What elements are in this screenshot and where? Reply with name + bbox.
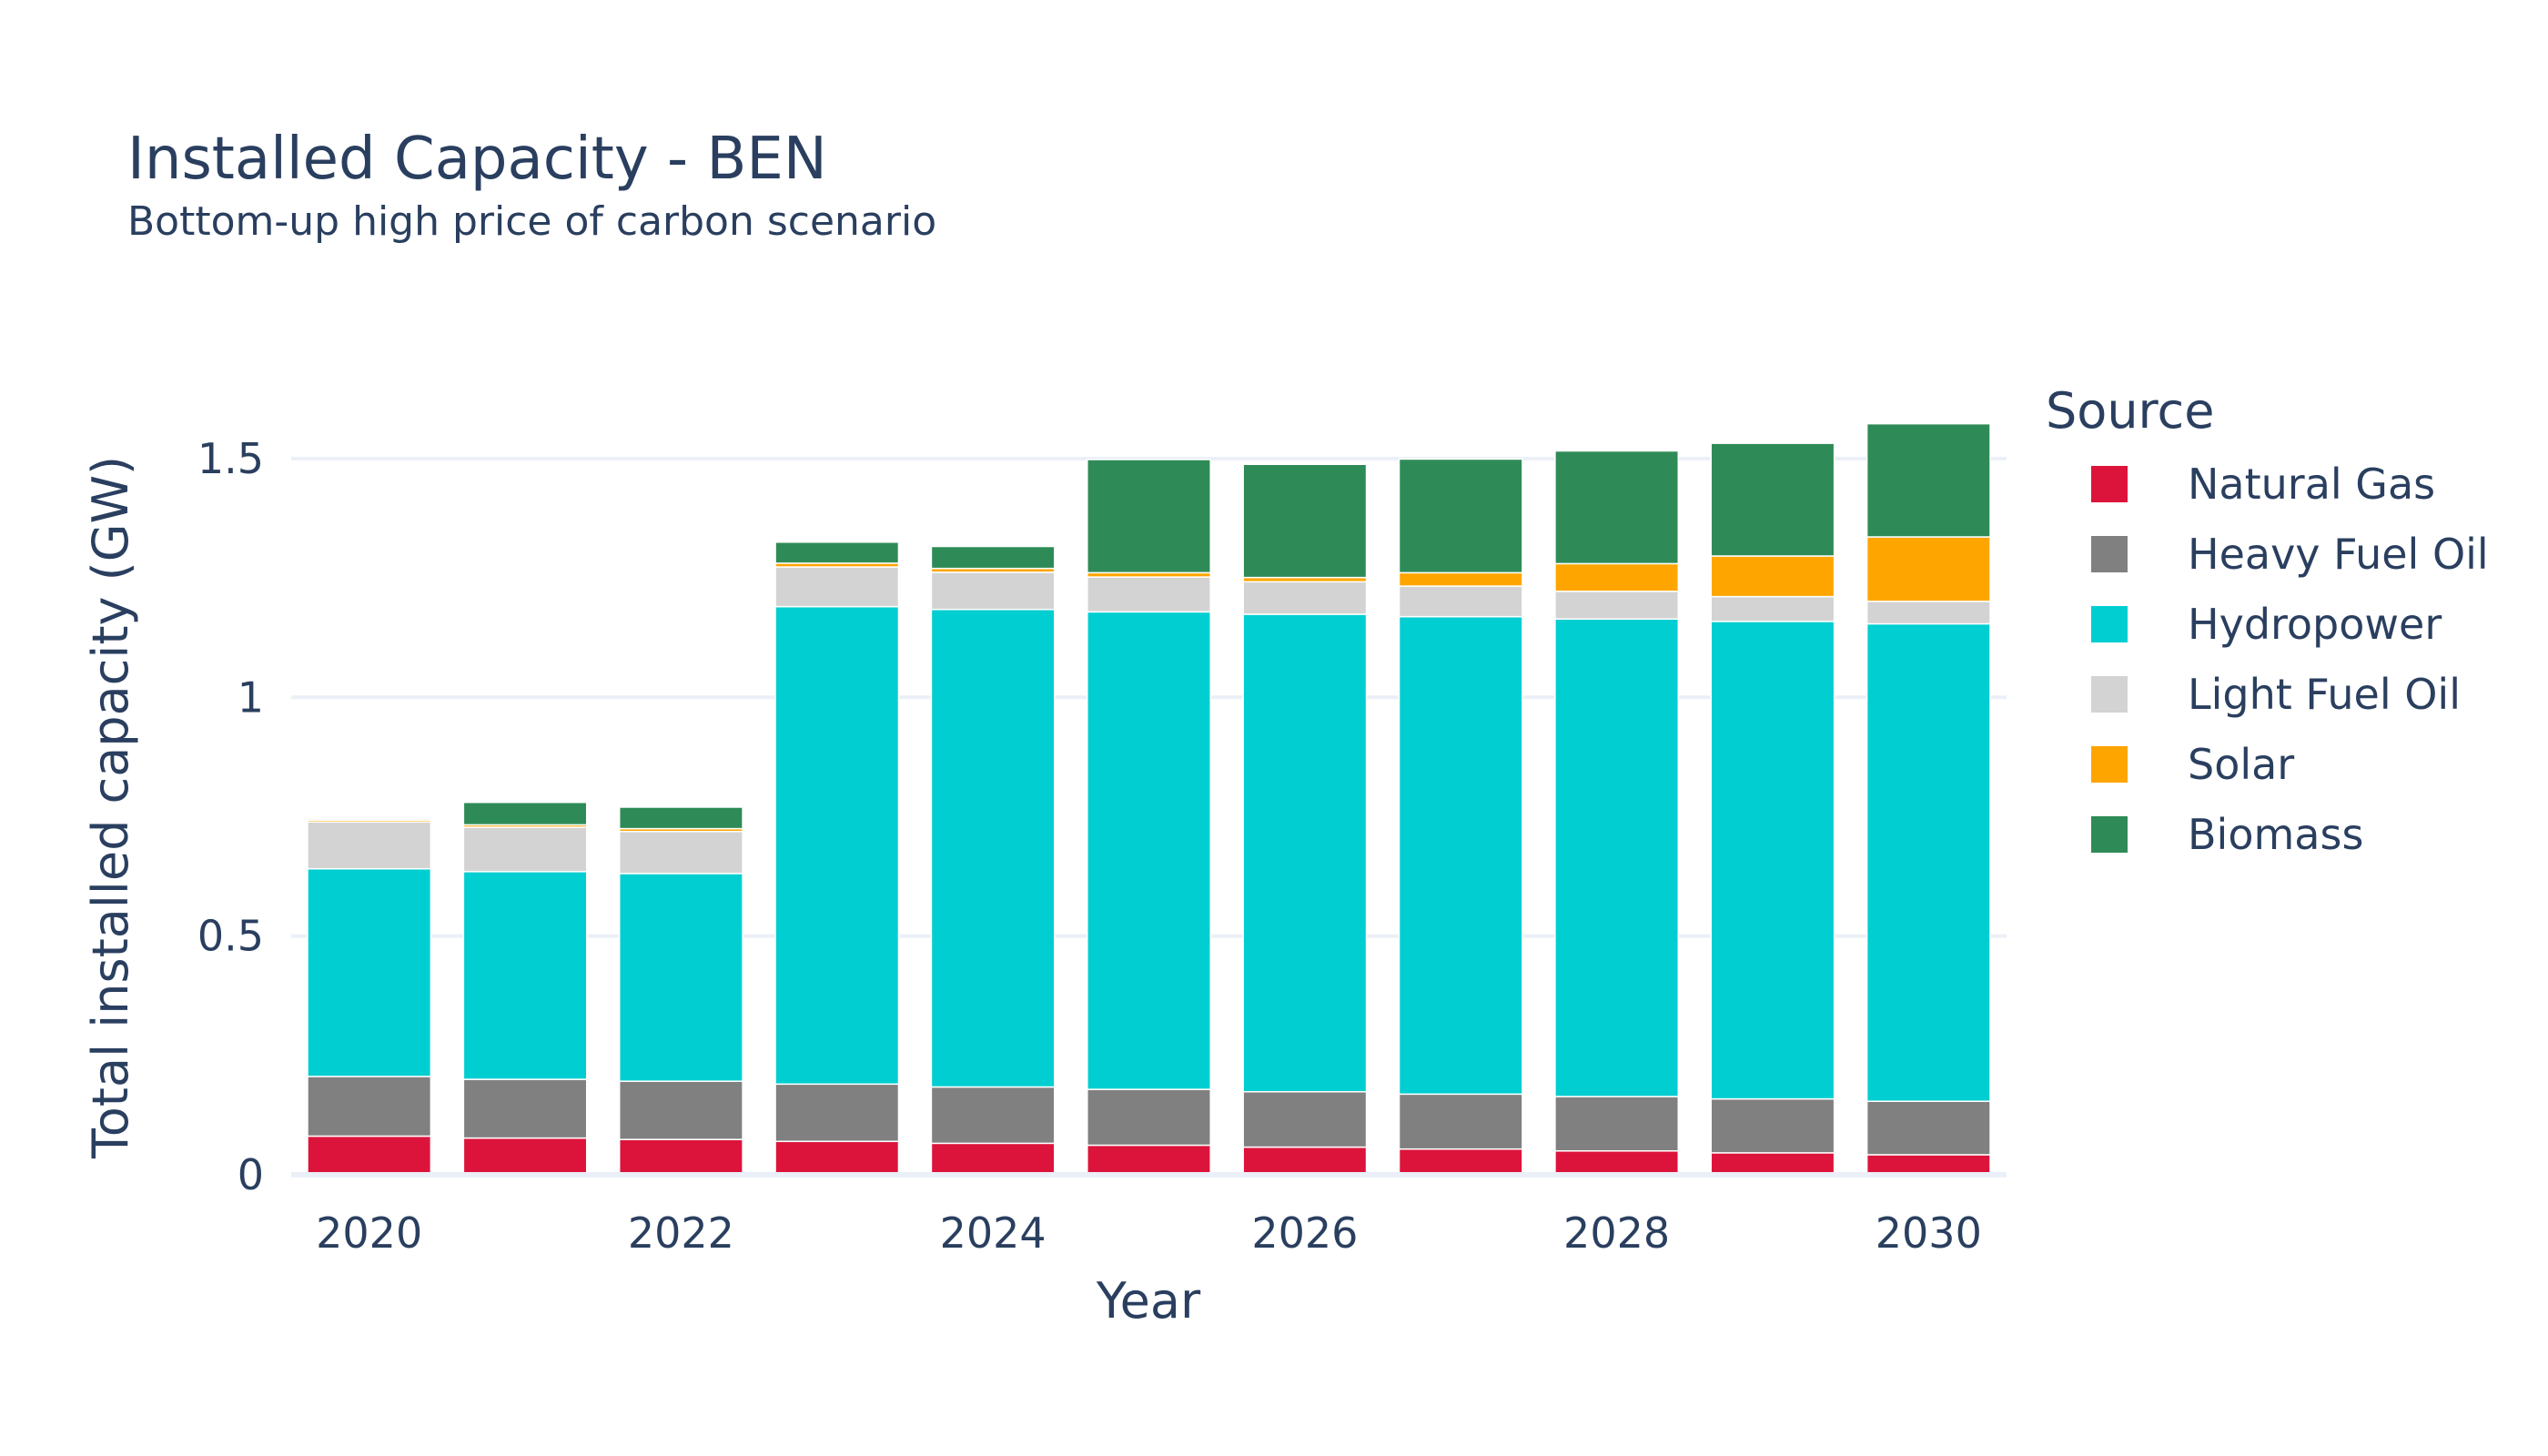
legend-item-natural-gas[interactable]: Natural Gas bbox=[2091, 449, 2489, 519]
bar-segment-light-fuel-oil[interactable] bbox=[1087, 576, 1211, 613]
legend-label: Light Fuel Oil bbox=[2188, 669, 2461, 719]
x-tick-label: 2030 bbox=[1876, 1208, 1982, 1258]
legend-item-biomass[interactable]: Biomass bbox=[2091, 799, 2489, 869]
legend-label: Heavy Fuel Oil bbox=[2188, 529, 2489, 579]
bar-segment-natural-gas[interactable] bbox=[307, 1135, 432, 1176]
x-tick-label: 2022 bbox=[628, 1208, 734, 1258]
bar-segment-natural-gas[interactable] bbox=[1398, 1148, 1523, 1176]
bar-segment-biomass[interactable] bbox=[618, 806, 743, 830]
bar-segment-heavy-fuel-oil[interactable] bbox=[930, 1086, 1056, 1145]
bar-segment-solar[interactable] bbox=[1866, 536, 1991, 602]
chart-title: Installed Capacity - BEN bbox=[127, 126, 827, 193]
bar-segment-light-fuel-oil[interactable] bbox=[930, 571, 1056, 611]
bar-segment-light-fuel-oil[interactable] bbox=[307, 821, 432, 870]
y-axis-title: Total installed capacity (GW) bbox=[82, 456, 139, 1159]
y-tick-label: 0 bbox=[238, 1150, 264, 1199]
bar-segment-hydropower[interactable] bbox=[930, 609, 1056, 1088]
bar-segment-heavy-fuel-oil[interactable] bbox=[1087, 1088, 1211, 1147]
bar-segment-natural-gas[interactable] bbox=[1242, 1146, 1368, 1176]
x-axis-title: Year bbox=[1096, 1272, 1201, 1330]
x-tick-label: 2028 bbox=[1563, 1208, 1670, 1258]
bars bbox=[307, 422, 1991, 1176]
bar-segment-hydropower[interactable] bbox=[1242, 613, 1368, 1093]
bar-segment-biomass[interactable] bbox=[462, 801, 588, 826]
bar-segment-hydropower[interactable] bbox=[307, 867, 432, 1077]
bar-segment-light-fuel-oil[interactable] bbox=[774, 566, 900, 608]
bar-segment-hydropower[interactable] bbox=[618, 873, 743, 1082]
bar-segment-biomass[interactable] bbox=[307, 817, 432, 821]
legend-swatch bbox=[2091, 815, 2128, 853]
x-tick-label: 2024 bbox=[940, 1208, 1046, 1258]
legend-swatch bbox=[2091, 745, 2128, 783]
legend-swatch bbox=[2091, 605, 2128, 642]
legend-label: Hydropower bbox=[2188, 599, 2442, 649]
bar-segment-biomass[interactable] bbox=[1398, 458, 1523, 574]
bar-segment-biomass[interactable] bbox=[930, 545, 1056, 570]
bar-segment-natural-gas[interactable] bbox=[1866, 1154, 1991, 1176]
bar-segment-light-fuel-oil[interactable] bbox=[1242, 581, 1368, 615]
bar-segment-light-fuel-oil[interactable] bbox=[618, 830, 743, 875]
bar-segment-light-fuel-oil[interactable] bbox=[1554, 591, 1680, 621]
legend-swatch bbox=[2091, 465, 2128, 502]
legend-swatch bbox=[2091, 535, 2128, 572]
bar-segment-biomass[interactable] bbox=[1710, 442, 1835, 557]
legend-title: Source bbox=[2046, 382, 2215, 440]
bar-segment-hydropower[interactable] bbox=[774, 605, 900, 1086]
chart-subtitle: Bottom-up high price of carbon scenario bbox=[127, 198, 937, 245]
x-tick-label: 2026 bbox=[1251, 1208, 1358, 1258]
bar-segment-hydropower[interactable] bbox=[1866, 622, 1991, 1102]
bar-segment-heavy-fuel-oil[interactable] bbox=[1242, 1090, 1368, 1148]
bar-segment-natural-gas[interactable] bbox=[462, 1137, 588, 1176]
bar-segment-hydropower[interactable] bbox=[1554, 618, 1680, 1097]
bar-segment-natural-gas[interactable] bbox=[930, 1142, 1056, 1176]
bar-segment-biomass[interactable] bbox=[774, 541, 900, 564]
bar-segment-natural-gas[interactable] bbox=[618, 1138, 743, 1176]
bar-segment-biomass[interactable] bbox=[1866, 422, 1991, 538]
bar-segment-heavy-fuel-oil[interactable] bbox=[307, 1076, 432, 1138]
legend-item-light-fuel-oil[interactable]: Light Fuel Oil bbox=[2091, 659, 2489, 729]
x-tick-label: 2020 bbox=[316, 1208, 422, 1258]
bar-segment-biomass[interactable] bbox=[1554, 450, 1680, 565]
bar-segment-heavy-fuel-oil[interactable] bbox=[1554, 1096, 1680, 1152]
bar-segment-solar[interactable] bbox=[1398, 571, 1523, 587]
legend-item-hydropower[interactable]: Hydropower bbox=[2091, 589, 2489, 659]
bar-segment-light-fuel-oil[interactable] bbox=[462, 826, 588, 873]
bar-segment-natural-gas[interactable] bbox=[1554, 1150, 1680, 1176]
legend-item-solar[interactable]: Solar bbox=[2091, 729, 2489, 799]
bar-segment-natural-gas[interactable] bbox=[1087, 1144, 1211, 1176]
bar-segment-heavy-fuel-oil[interactable] bbox=[618, 1080, 743, 1140]
axes: 0 0.5 1 1.5 2020 2022 2024 2026 2028 2030 bbox=[197, 434, 2007, 1258]
bar-segment-heavy-fuel-oil[interactable] bbox=[1866, 1100, 1991, 1156]
bar-segment-natural-gas[interactable] bbox=[1710, 1152, 1835, 1176]
bar-segment-light-fuel-oil[interactable] bbox=[1710, 595, 1835, 622]
bar-segment-natural-gas[interactable] bbox=[774, 1140, 900, 1176]
bar-segment-heavy-fuel-oil[interactable] bbox=[1398, 1093, 1523, 1150]
bar-segment-solar[interactable] bbox=[1710, 555, 1835, 598]
bar-segment-light-fuel-oil[interactable] bbox=[1866, 601, 1991, 625]
legend-item-heavy-fuel-oil[interactable]: Heavy Fuel Oil bbox=[2091, 519, 2489, 589]
bar-segment-biomass[interactable] bbox=[1087, 459, 1211, 574]
y-tick-label: 1 bbox=[238, 672, 264, 722]
bar-segment-heavy-fuel-oil[interactable] bbox=[462, 1078, 588, 1139]
bar-segment-light-fuel-oil[interactable] bbox=[1398, 585, 1523, 618]
bar-segment-heavy-fuel-oil[interactable] bbox=[1710, 1097, 1835, 1154]
bar-segment-solar[interactable] bbox=[1554, 562, 1680, 592]
y-tick-label: 1.5 bbox=[197, 434, 264, 483]
bar-segment-hydropower[interactable] bbox=[1398, 615, 1523, 1096]
legend-label: Natural Gas bbox=[2188, 459, 2436, 509]
legend-swatch bbox=[2091, 675, 2128, 713]
bar-segment-biomass[interactable] bbox=[1242, 463, 1368, 579]
bar-segment-hydropower[interactable] bbox=[1710, 621, 1835, 1100]
legend-label: Solar bbox=[2188, 739, 2295, 789]
bar-segment-hydropower[interactable] bbox=[462, 871, 588, 1080]
y-tick-label: 0.5 bbox=[197, 912, 264, 961]
legend-items: Natural Gas Heavy Fuel Oil Hydropower Light… bbox=[2046, 449, 2489, 869]
bar-segment-hydropower[interactable] bbox=[1087, 611, 1211, 1090]
legend: Source Natural Gas Heavy Fuel Oil Hydropow… bbox=[2046, 382, 2489, 869]
bar-segment-heavy-fuel-oil[interactable] bbox=[774, 1083, 900, 1143]
legend-label: Biomass bbox=[2188, 809, 2364, 859]
